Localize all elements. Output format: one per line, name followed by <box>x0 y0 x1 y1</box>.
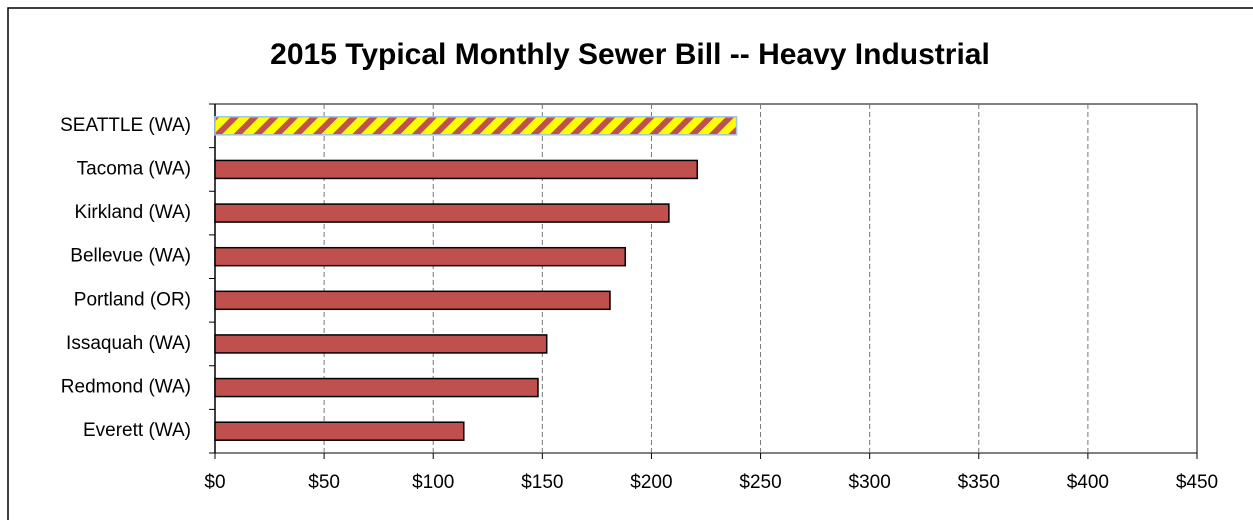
x-tick-label: $150 <box>521 472 563 493</box>
x-tick-label: $300 <box>849 472 891 493</box>
bar <box>214 290 611 311</box>
x-tick-label: $250 <box>739 472 781 493</box>
y-tick-label: Bellevue (WA) <box>70 246 191 267</box>
bar <box>214 116 738 136</box>
x-tick-label: $0 <box>204 472 225 493</box>
bar <box>214 159 699 180</box>
y-tick-label: Tacoma (WA) <box>77 158 191 179</box>
x-tick-label: $450 <box>1176 472 1218 493</box>
bar <box>214 246 627 267</box>
bar <box>214 377 539 398</box>
x-tick-label: $200 <box>630 472 672 493</box>
bar <box>214 421 465 441</box>
y-tick-label: Kirkland (WA) <box>75 202 191 223</box>
chart-title: 2015 Typical Monthly Sewer Bill -- Heavy… <box>270 38 990 71</box>
bar <box>214 334 548 354</box>
plot-area <box>214 103 1198 454</box>
y-tick-label: Redmond (WA) <box>61 377 191 398</box>
y-tick-label: Portland (OR) <box>74 289 191 310</box>
x-tick-label: $50 <box>308 472 340 493</box>
y-tick-label: SEATTLE (WA) <box>60 115 191 136</box>
y-tick-label: Everett (WA) <box>83 420 191 441</box>
y-tick-label: Issaquah (WA) <box>66 333 191 354</box>
x-tick-label: $350 <box>958 472 1000 493</box>
x-tick-label: $400 <box>1067 472 1109 493</box>
x-tick-label: $100 <box>412 472 454 493</box>
bar <box>214 203 670 223</box>
